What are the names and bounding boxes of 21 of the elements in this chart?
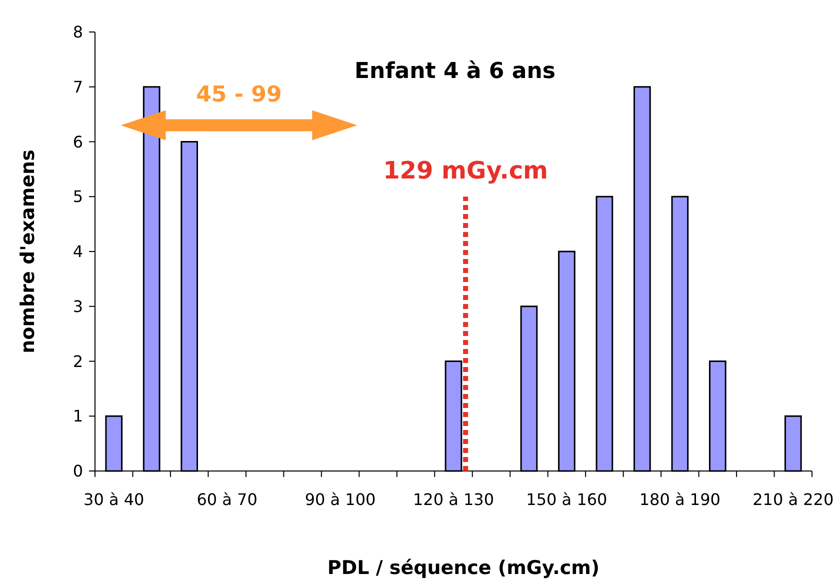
x-tick-label: 90 à 100 [304, 490, 376, 509]
x-tick-label: 60 à 70 [196, 490, 258, 509]
y-tick-label: 8 [72, 22, 83, 42]
x-axis-title: PDL / séquence (mGy.cm) [327, 557, 600, 579]
x-tick-label: 30 à 40 [84, 490, 144, 509]
y-tick-label: 1 [72, 406, 83, 426]
x-tick-label: 120 à 130 [412, 490, 494, 509]
y-tick-label: 0 [72, 462, 83, 481]
y-axis-title: nombre d'examens [17, 150, 39, 354]
annotation: 45 - 99 [196, 82, 282, 108]
y-tick-label: 7 [72, 77, 83, 96]
y-tick-label: 5 [72, 187, 83, 206]
x-tick-label: 210 à 220 [752, 490, 834, 509]
y-tick-label: 4 [72, 242, 83, 262]
x-tick-label: 150 à 160 [526, 490, 608, 509]
x-tick-label: 180 à 190 [639, 490, 720, 509]
ref-line-label: 129 mGy.cm [383, 156, 548, 185]
text: Enfant 4 à 6 ans [354, 59, 556, 84]
y-tick-label: 6 [72, 132, 83, 152]
y-tick-label: 2 [72, 352, 83, 371]
y-tick-label: 3 [72, 296, 83, 316]
